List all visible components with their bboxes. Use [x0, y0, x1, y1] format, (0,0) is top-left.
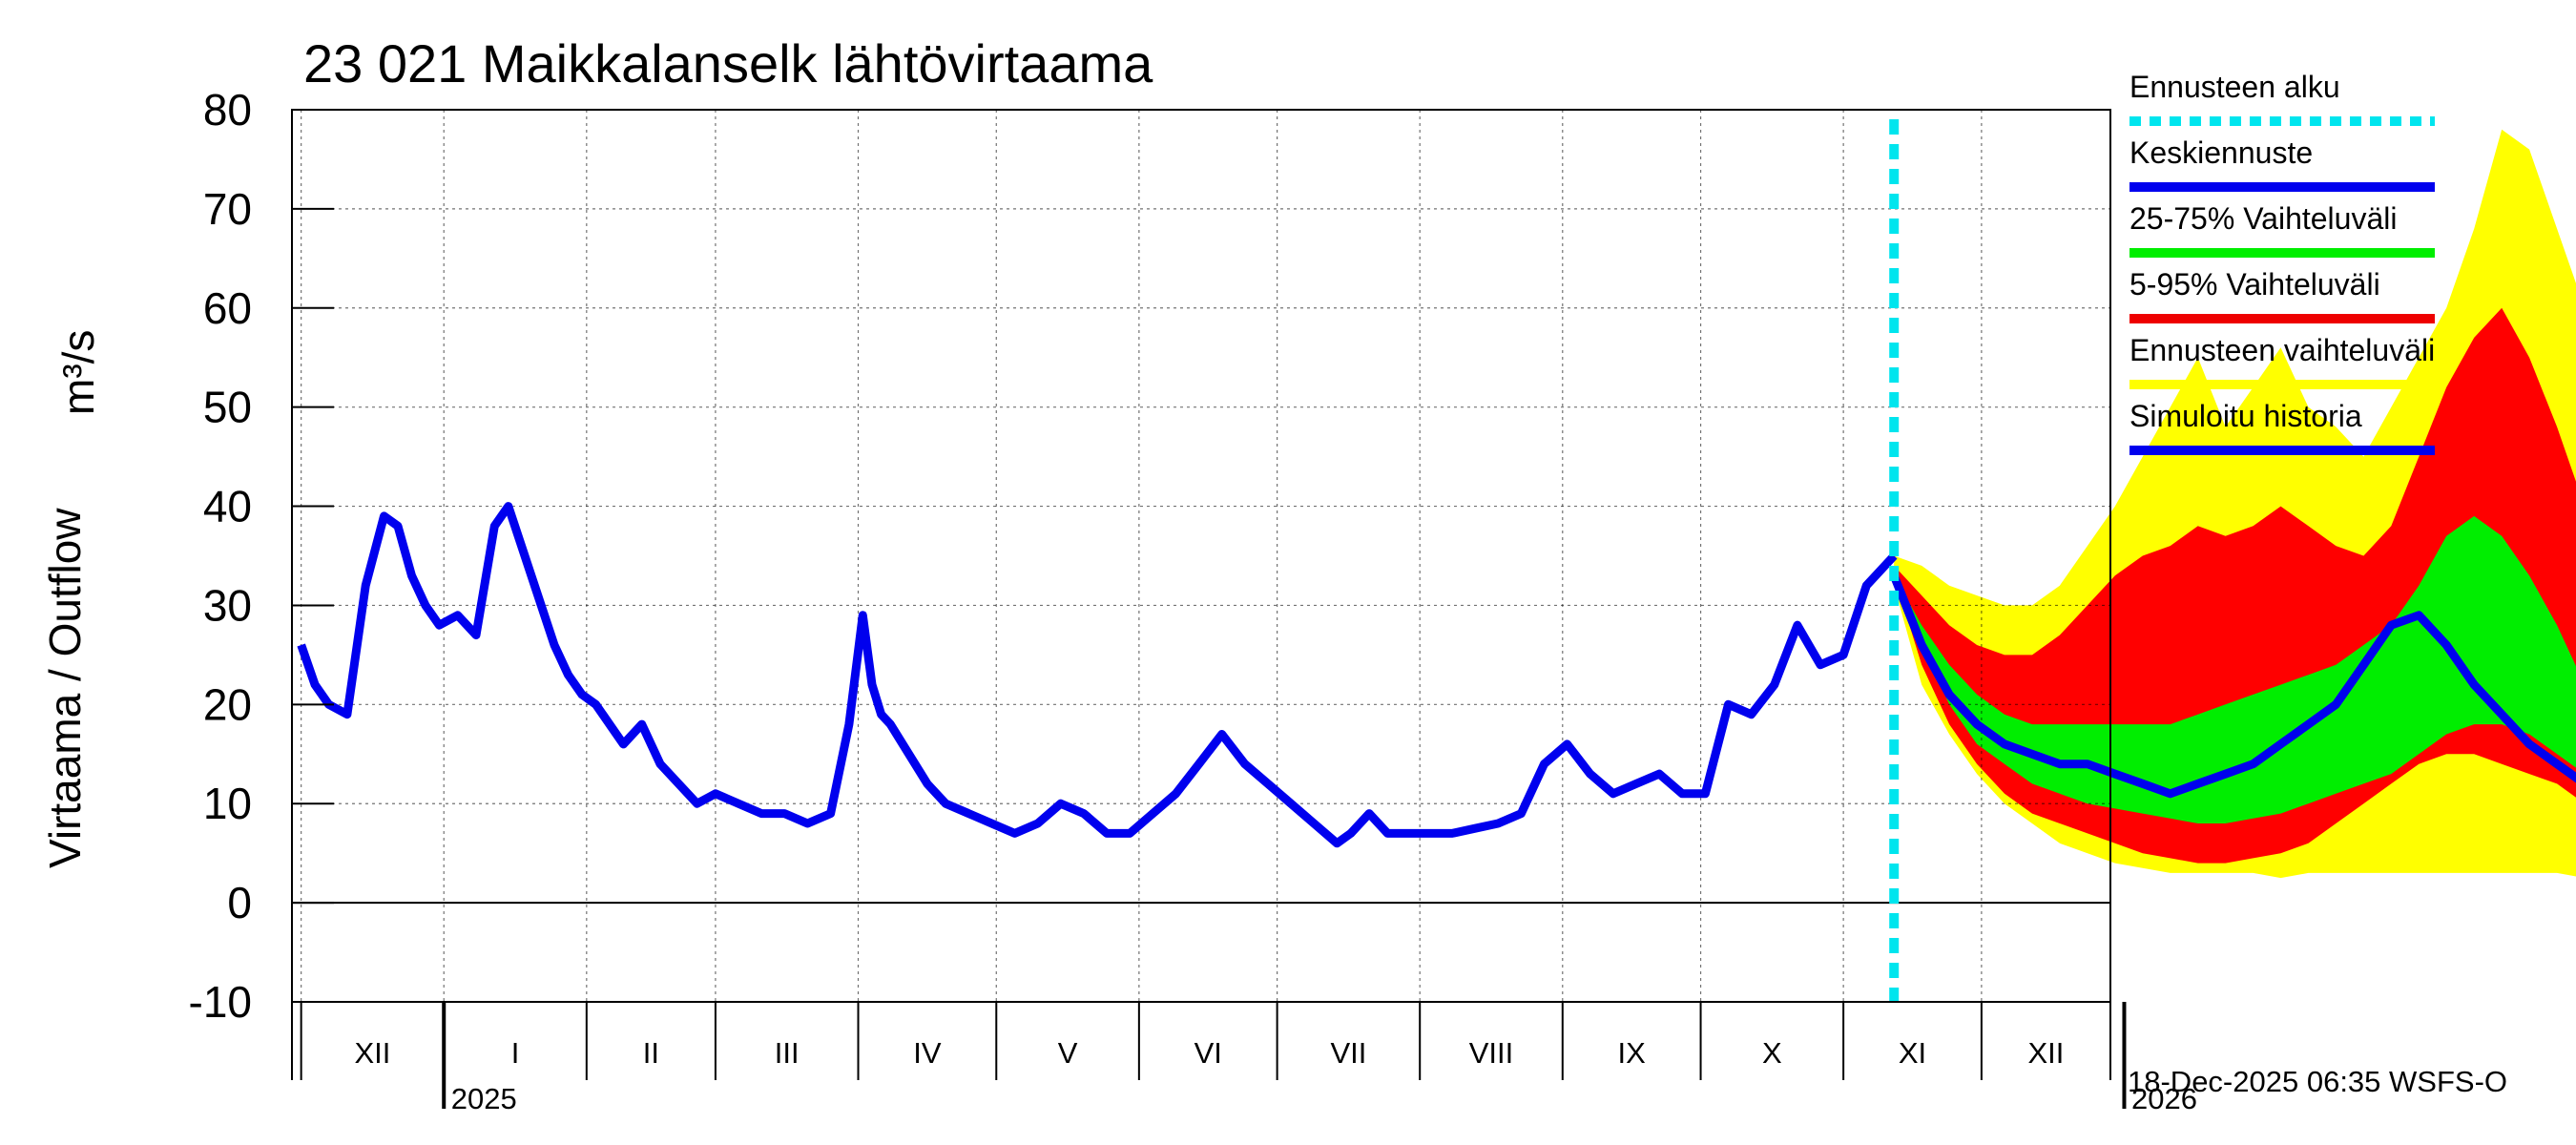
timestamp-footer: 18-Dec-2025 06:35 WSFS-O [2128, 1065, 2507, 1098]
x-month-label: III [775, 1036, 800, 1070]
y-tick-label: 40 [203, 482, 252, 531]
x-year-label: 2025 [451, 1082, 517, 1115]
x-month-label: IV [913, 1036, 942, 1070]
y-axis-ticks: -10 0 10 20 30 40 50 60 70 80 [189, 85, 334, 1027]
chart-title: 23 021 Maikkalanselk lähtövirtaama [303, 33, 1153, 94]
gridlines [292, 110, 2110, 1002]
y-tick-label: 30 [203, 580, 252, 630]
legend-label: Ennusteen vaihteluväli [2129, 333, 2435, 367]
x-month-label: V [1058, 1036, 1078, 1070]
series-lines [297, 119, 2576, 1002]
x-month-label: XI [1899, 1036, 1926, 1070]
x-month-label: XII [2027, 1036, 2064, 1070]
y-axis-unit: m³/s [53, 330, 103, 415]
legend-label: Keskiennuste [2129, 135, 2313, 170]
y-tick-label: 10 [203, 779, 252, 828]
x-year-label: 2026 [2131, 1082, 2197, 1115]
y-tick-label: 80 [203, 85, 252, 135]
y-tick-label: 50 [203, 383, 252, 432]
x-month-label: VII [1330, 1036, 1366, 1070]
x-month-label: VI [1195, 1036, 1222, 1070]
legend-label: Ennusteen alku [2129, 70, 2340, 104]
legend-label: Simuloitu historia [2129, 399, 2362, 433]
band-25-75 [1894, 515, 2576, 823]
y-tick-label: -10 [189, 977, 252, 1027]
forecast-bands [1894, 129, 2576, 879]
y-axis-label: Virtaama / Outflow [40, 508, 90, 868]
x-month-label: IX [1618, 1036, 1647, 1070]
simulated-history-line [297, 502, 1898, 848]
x-month-label: II [643, 1036, 659, 1070]
y-tick-label: 70 [203, 184, 252, 234]
y-tick-label: 0 [227, 878, 252, 927]
legend: Ennusteen alku Keskiennuste 25-75% Vaihtel… [2129, 70, 2435, 455]
x-month-label: X [1762, 1036, 1782, 1070]
x-month-label: XII [354, 1036, 390, 1070]
x-month-label: VIII [1469, 1036, 1514, 1070]
legend-label: 25-75% Vaihteluväli [2129, 201, 2397, 236]
mean-forecast-line [1890, 573, 2576, 799]
y-tick-label: 20 [203, 679, 252, 729]
plot-frame [291, 109, 2111, 1003]
y-tick-label: 60 [203, 283, 252, 333]
legend-label: 5-95% Vaihteluväli [2129, 267, 2380, 302]
x-month-label: I [511, 1036, 520, 1070]
